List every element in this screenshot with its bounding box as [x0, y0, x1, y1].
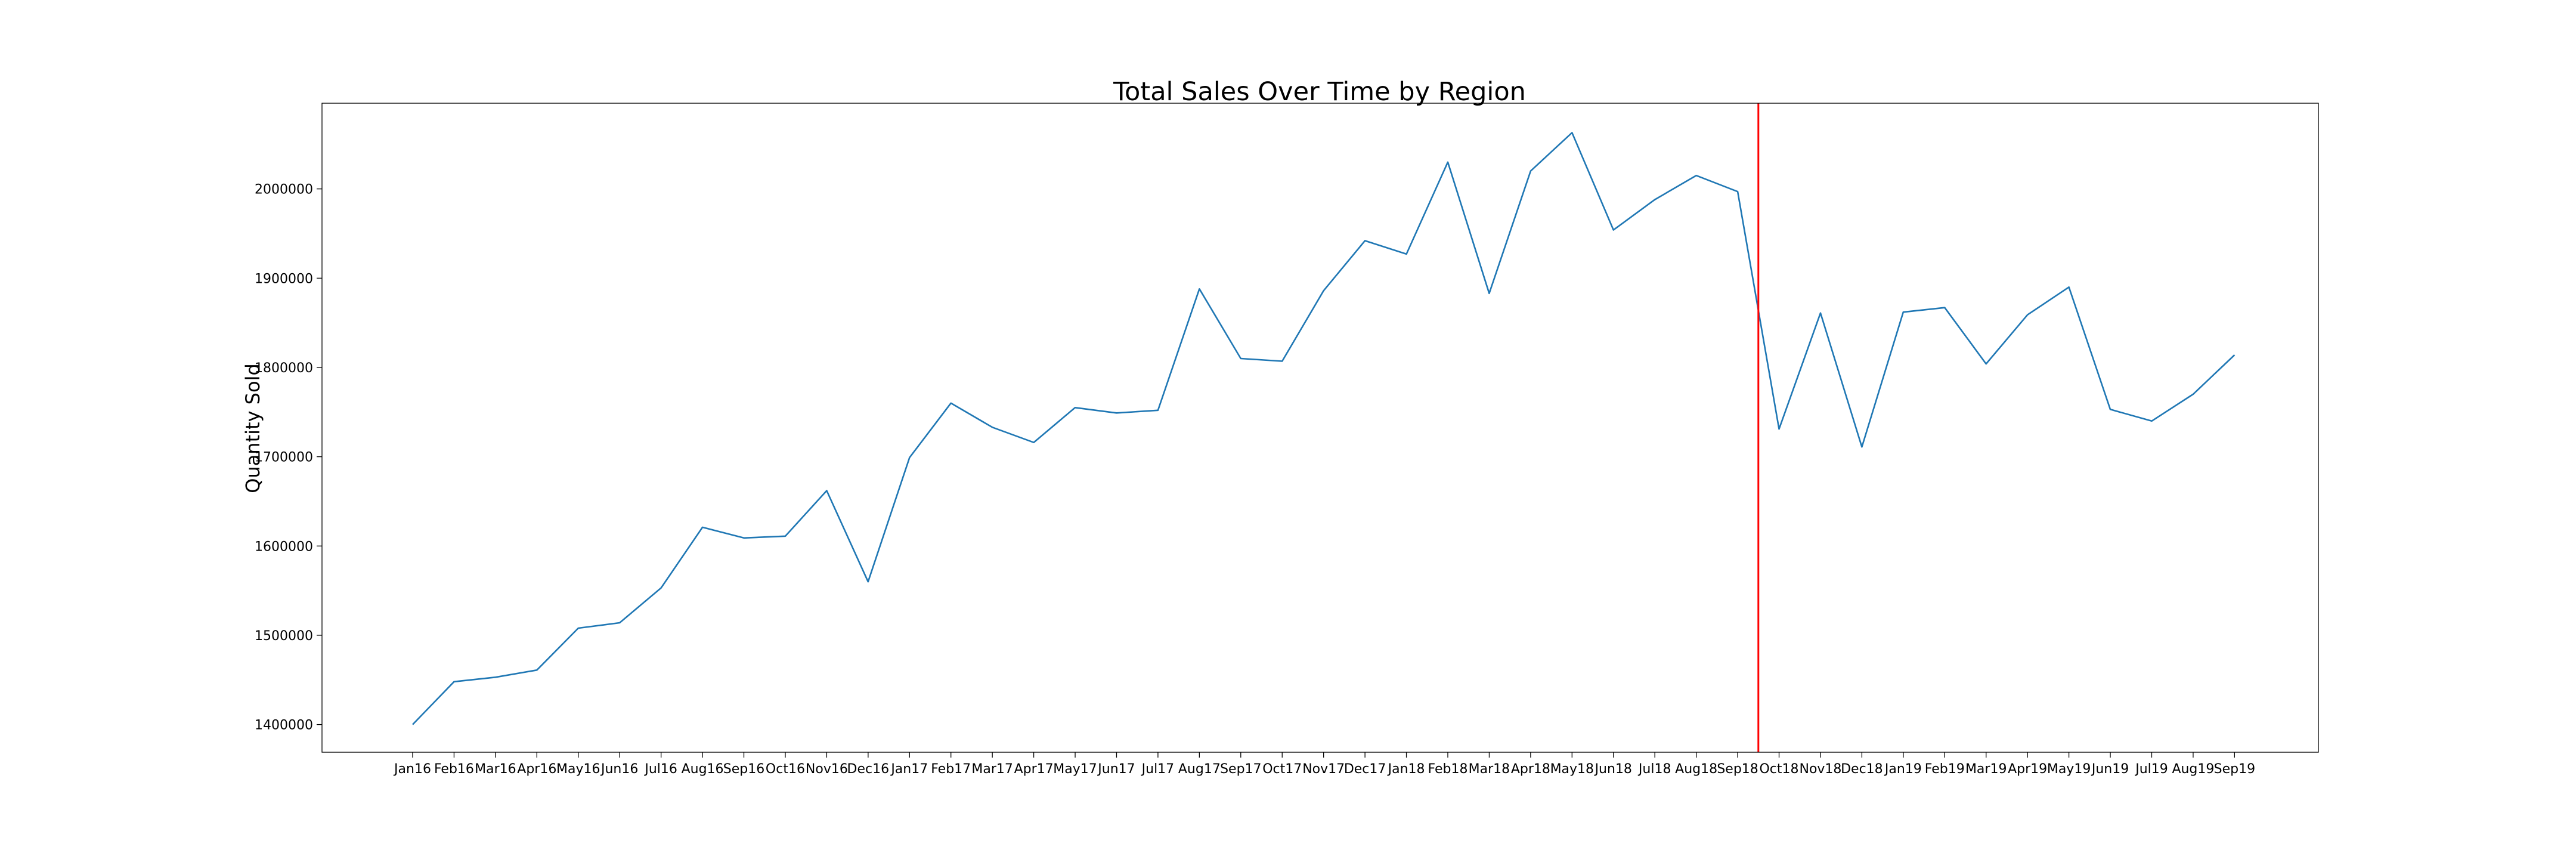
y-tick-label: 1800000 — [255, 361, 313, 376]
x-tick-label: Apr17 — [1014, 762, 1054, 777]
y-tick-label: 2000000 — [255, 183, 313, 197]
y-tick-label: 1600000 — [255, 539, 313, 554]
series-layer — [412, 132, 2236, 725]
x-tick-label: May18 — [1550, 762, 1594, 777]
x-tick-label: Jul16 — [643, 762, 677, 777]
x-tick-label: Mar17 — [971, 762, 1013, 777]
x-tick-label: Aug19 — [2172, 762, 2214, 777]
x-tick-label: Jun16 — [600, 762, 638, 777]
x-tick-label: Feb18 — [1428, 762, 1468, 777]
series-line-0 — [412, 132, 2236, 725]
x-tick-label: Aug18 — [1675, 762, 1717, 777]
x-tick-label: Sep17 — [1220, 762, 1261, 777]
y-tick-label: 1400000 — [255, 718, 313, 733]
x-tick-label: Sep16 — [723, 762, 764, 777]
y-axis-label: Quantity Sold — [242, 363, 264, 493]
x-tick-label: May16 — [556, 762, 600, 777]
x-tick-label: Oct16 — [766, 762, 805, 777]
x-tick-label: Oct17 — [1262, 762, 1302, 777]
plot-frame — [321, 103, 2319, 753]
x-tick-label: Nov17 — [1302, 762, 1345, 777]
x-tick-label: May19 — [2047, 762, 2091, 777]
x-tick-label: Jul17 — [1141, 762, 1175, 777]
y-tick-label: 1900000 — [255, 271, 313, 286]
x-tick-label: Nov16 — [806, 762, 848, 777]
chart-title: Total Sales Over Time by Region — [1113, 77, 1526, 107]
x-tick-label: Jan16 — [393, 762, 431, 777]
x-tick-label: Aug16 — [682, 762, 724, 777]
x-tick-label: Jul19 — [2134, 762, 2168, 777]
x-axis-ticks: Jan16 Feb16 Mar16 Apr16 May16 Jun16 Jul16 Aug16… — [393, 752, 2255, 777]
x-tick-label: Apr16 — [517, 762, 556, 777]
x-tick-label: Jan17 — [890, 762, 928, 777]
x-tick-label: Jan18 — [1387, 762, 1425, 777]
y-axis-ticks: 1400000 1500000 1600000 1700000 1800000 19000… — [255, 183, 322, 733]
x-tick-label: Apr18 — [1511, 762, 1550, 777]
x-tick-label: Sep19 — [2214, 762, 2255, 777]
y-tick-label: 1500000 — [255, 629, 313, 644]
x-tick-label: Dec18 — [1841, 762, 1883, 777]
x-tick-label: Feb16 — [434, 762, 474, 777]
x-tick-label: Apr19 — [2008, 762, 2047, 777]
x-tick-label: Feb19 — [1925, 762, 1965, 777]
x-tick-label: Mar16 — [475, 762, 516, 777]
x-tick-label: Feb17 — [931, 762, 971, 777]
x-tick-label: Mar19 — [1965, 762, 2007, 777]
x-tick-label: Jun17 — [1097, 762, 1135, 777]
x-tick-label: Mar18 — [1469, 762, 1510, 777]
x-tick-label: Dec16 — [847, 762, 890, 777]
y-tick-label: 1700000 — [255, 450, 313, 465]
x-tick-label: Oct18 — [1759, 762, 1798, 777]
x-tick-label: Nov18 — [1799, 762, 1841, 777]
x-tick-label: Jun19 — [2091, 762, 2129, 777]
x-tick-label: Jul18 — [1637, 762, 1671, 777]
x-tick-label: Sep18 — [1717, 762, 1758, 777]
x-tick-label: Aug17 — [1178, 762, 1221, 777]
x-tick-label: Jun18 — [1594, 762, 1632, 777]
x-tick-label: Jan19 — [1884, 762, 1922, 777]
x-tick-label: May17 — [1053, 762, 1097, 777]
x-tick-label: Dec17 — [1344, 762, 1386, 777]
